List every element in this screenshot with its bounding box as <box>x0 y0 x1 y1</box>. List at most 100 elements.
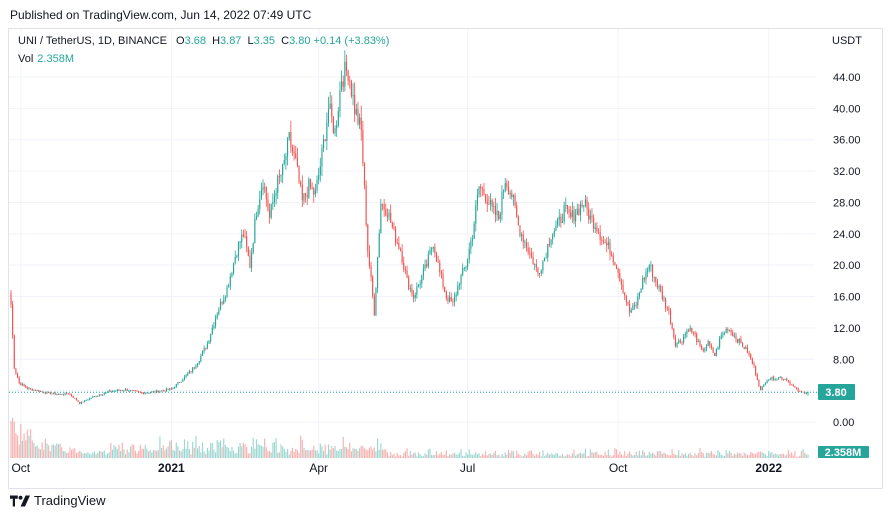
candle <box>160 390 163 392</box>
candle <box>745 345 747 350</box>
candle <box>177 381 179 386</box>
candle <box>326 112 328 151</box>
candle <box>10 290 12 309</box>
volume-bar <box>475 452 477 458</box>
volume-badge: 2.358M <box>825 447 862 459</box>
volume-bar <box>437 455 439 458</box>
volume-bar <box>182 449 184 458</box>
candle <box>421 274 423 288</box>
volume-bar <box>218 442 220 458</box>
candle <box>75 397 78 401</box>
volume-bar <box>476 454 478 458</box>
candle <box>15 367 17 375</box>
published-text: Published on TradingView.com, Jun 14, 20… <box>10 8 312 22</box>
high-value: 3.87 <box>220 35 242 47</box>
volume-bar <box>313 445 315 458</box>
candle <box>84 400 86 403</box>
candle <box>589 209 591 224</box>
volume-bar <box>232 450 235 458</box>
candle <box>705 344 708 352</box>
chart-grid <box>9 29 815 460</box>
candle <box>252 242 254 255</box>
candle <box>511 189 513 200</box>
volume-bar <box>701 451 703 458</box>
volume-label: Vol <box>18 53 34 65</box>
candle <box>463 266 465 271</box>
footer-brand[interactable]: TradingView <box>10 493 106 508</box>
volume-bar <box>607 449 609 458</box>
volume-bar <box>586 456 588 458</box>
chart-frame[interactable] <box>8 28 883 489</box>
candle <box>661 285 663 302</box>
candle <box>692 331 695 336</box>
volume-bar <box>200 452 202 458</box>
volume-bar <box>38 448 40 458</box>
candle <box>339 81 341 118</box>
candle <box>435 251 438 263</box>
y-tick-label: 28.00 <box>833 197 861 209</box>
volume-bar <box>105 455 107 458</box>
x-tick-label: Oct <box>609 461 628 475</box>
volume-bar <box>768 451 770 458</box>
volume-bar <box>579 452 582 458</box>
candle <box>208 340 210 345</box>
volume-bar <box>481 453 483 458</box>
candle <box>167 388 169 390</box>
volume-bar <box>203 451 205 458</box>
volume-bar <box>748 454 750 458</box>
candle <box>746 344 749 354</box>
candle <box>144 392 146 395</box>
volume-bar <box>568 454 570 458</box>
volume-bar <box>681 453 683 458</box>
volume-bar <box>552 454 554 458</box>
candle <box>709 341 711 349</box>
volume-bar <box>539 451 541 458</box>
candle <box>660 284 662 293</box>
y-tick-label: 40.00 <box>833 103 861 115</box>
candle <box>226 284 228 298</box>
candle <box>429 246 431 255</box>
candle <box>427 250 429 269</box>
candle <box>787 380 789 383</box>
candle <box>254 213 256 244</box>
volume-bar <box>151 452 153 458</box>
volume-bar <box>188 448 190 458</box>
volume-bar <box>480 456 482 458</box>
candle <box>31 388 33 392</box>
symbol-title[interactable]: UNI / TetherUS, 1D, BINANCE <box>18 35 167 47</box>
volume-bar <box>156 451 158 458</box>
candle <box>321 144 323 177</box>
candle <box>323 134 325 153</box>
volume-bar <box>715 455 717 458</box>
volume-bar <box>167 446 169 458</box>
candle <box>498 210 500 221</box>
candle <box>16 372 19 379</box>
volume-bar <box>571 453 573 458</box>
candle <box>457 281 459 297</box>
volume-bar <box>753 453 755 458</box>
volume-bar <box>23 433 25 458</box>
volume-bar <box>316 450 318 458</box>
candle <box>118 388 120 392</box>
volume-bar <box>162 445 164 458</box>
candle <box>213 321 215 330</box>
volume-bar <box>462 455 464 458</box>
candle <box>51 393 53 395</box>
candle <box>756 372 758 381</box>
candle <box>69 393 71 396</box>
candle <box>385 203 387 217</box>
candle <box>424 259 426 272</box>
candle <box>755 365 757 377</box>
volume-bar <box>684 452 686 458</box>
volume-bar <box>545 454 547 458</box>
volume-bar <box>31 440 33 458</box>
volume-bar <box>524 453 526 458</box>
open-value: 3.68 <box>184 35 206 47</box>
candle <box>64 392 66 396</box>
candle <box>102 394 104 396</box>
candle <box>23 383 25 387</box>
candle <box>650 261 652 272</box>
volume-bar <box>782 453 785 458</box>
volume-bar <box>180 451 182 458</box>
